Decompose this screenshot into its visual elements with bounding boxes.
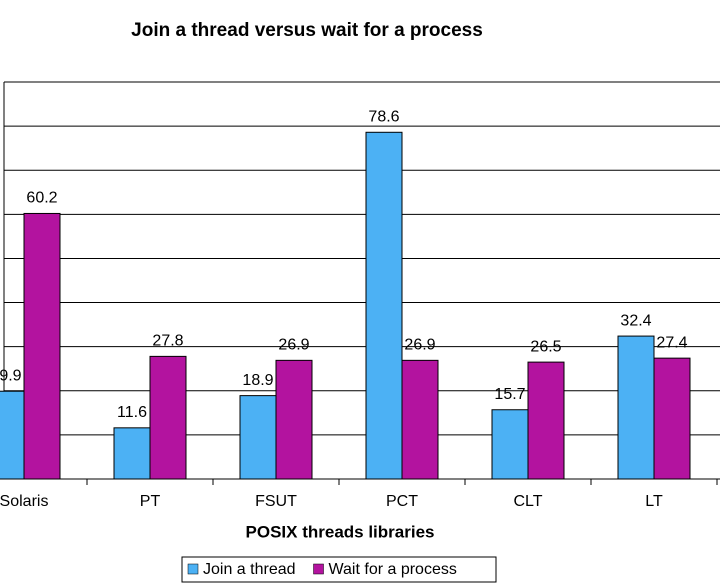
legend-swatch: [313, 563, 324, 575]
data-label: 26.5: [530, 338, 561, 355]
data-label: 18.9: [242, 372, 273, 389]
bar: [113, 427, 151, 480]
legend-label: Wait for a process: [329, 561, 457, 578]
x-tick-label: CLT: [513, 493, 542, 510]
x-tick-label: PCT: [386, 493, 418, 510]
legend-label: Join a thread: [203, 561, 296, 578]
bar: [653, 357, 691, 480]
bar: [365, 131, 403, 480]
data-label: 78.6: [368, 109, 399, 126]
bar: [23, 212, 61, 480]
legend-box: [181, 556, 497, 583]
data-label: 32.4: [620, 312, 651, 329]
x-tick-label: Solaris: [0, 493, 48, 510]
bar: [149, 355, 187, 480]
bar: [275, 359, 313, 480]
data-label: 60.2: [26, 190, 57, 207]
chart-title: Join a thread versus wait for a process: [131, 20, 483, 41]
data-label: 11.6: [117, 404, 147, 421]
bar: [401, 359, 439, 480]
x-tick-label: PT: [140, 493, 161, 510]
data-label: 15.7: [494, 386, 525, 403]
data-label: 26.9: [404, 337, 435, 354]
data-label: 27.8: [152, 333, 183, 350]
bar: [491, 409, 529, 480]
bar: [239, 395, 277, 480]
x-axis-title: POSIX threads libraries: [246, 522, 435, 541]
legend-swatch: [187, 563, 199, 575]
bar: [617, 335, 655, 480]
bar: [0, 390, 25, 480]
x-tick-label: FSUT: [255, 493, 297, 510]
data-label: 26.9: [278, 337, 309, 354]
x-tick-label: LT: [645, 493, 663, 510]
data-label: 19.9: [0, 367, 22, 384]
data-label: 27.4: [656, 334, 687, 351]
bar: [527, 361, 565, 480]
